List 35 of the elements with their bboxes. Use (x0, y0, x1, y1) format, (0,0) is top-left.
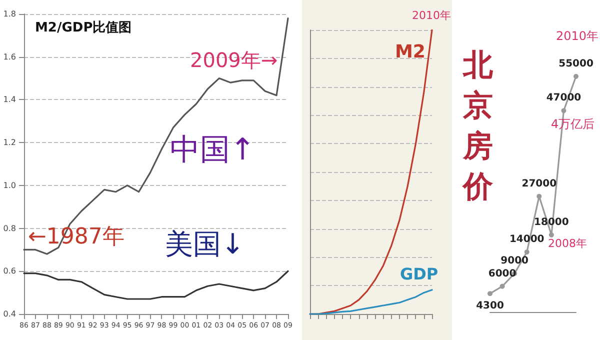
data-label: 47000 (546, 92, 582, 104)
text: 2010年 (412, 9, 451, 22)
y-tick-label: 1.6 (3, 52, 16, 62)
y-tick-label: 1.2 (3, 138, 16, 148)
text: 2010年 (556, 29, 599, 43)
annotation: 2009年→ (190, 48, 278, 72)
data-label: 9000 (500, 255, 529, 266)
annotation: 美国↓ (165, 228, 244, 260)
point (488, 291, 492, 296)
point (561, 108, 566, 114)
data-label: 6000 (488, 268, 516, 280)
data-label: 18000 (534, 216, 569, 228)
annotation: 中国↑ (170, 132, 256, 168)
text: M2/GDP比值图 (35, 20, 132, 36)
text: 北京房价 (461, 48, 494, 204)
point (548, 232, 554, 238)
point (524, 250, 530, 255)
y-tick-label: 1.0 (3, 180, 16, 190)
data-label: 4300 (476, 300, 504, 312)
y-tick-label: 0.8 (3, 224, 16, 233)
point (536, 194, 542, 199)
point (574, 74, 578, 79)
y-tick-label: 0.6 (3, 266, 16, 276)
point (500, 284, 505, 289)
annotation: 2008年 (548, 237, 587, 250)
series-label: GDP (400, 264, 438, 284)
data-label: 27000 (522, 178, 557, 190)
y-tick-label: 1.4 (3, 95, 16, 104)
line-series (23, 270, 289, 300)
data-label: 14000 (509, 234, 544, 246)
annotation: 4万亿后 (551, 117, 595, 131)
y-tick-label: 1.8 (3, 10, 16, 18)
series-label: M2 (395, 42, 426, 62)
y-tick-label: 0.4 (3, 310, 16, 318)
data-label: 55000 (558, 58, 594, 70)
